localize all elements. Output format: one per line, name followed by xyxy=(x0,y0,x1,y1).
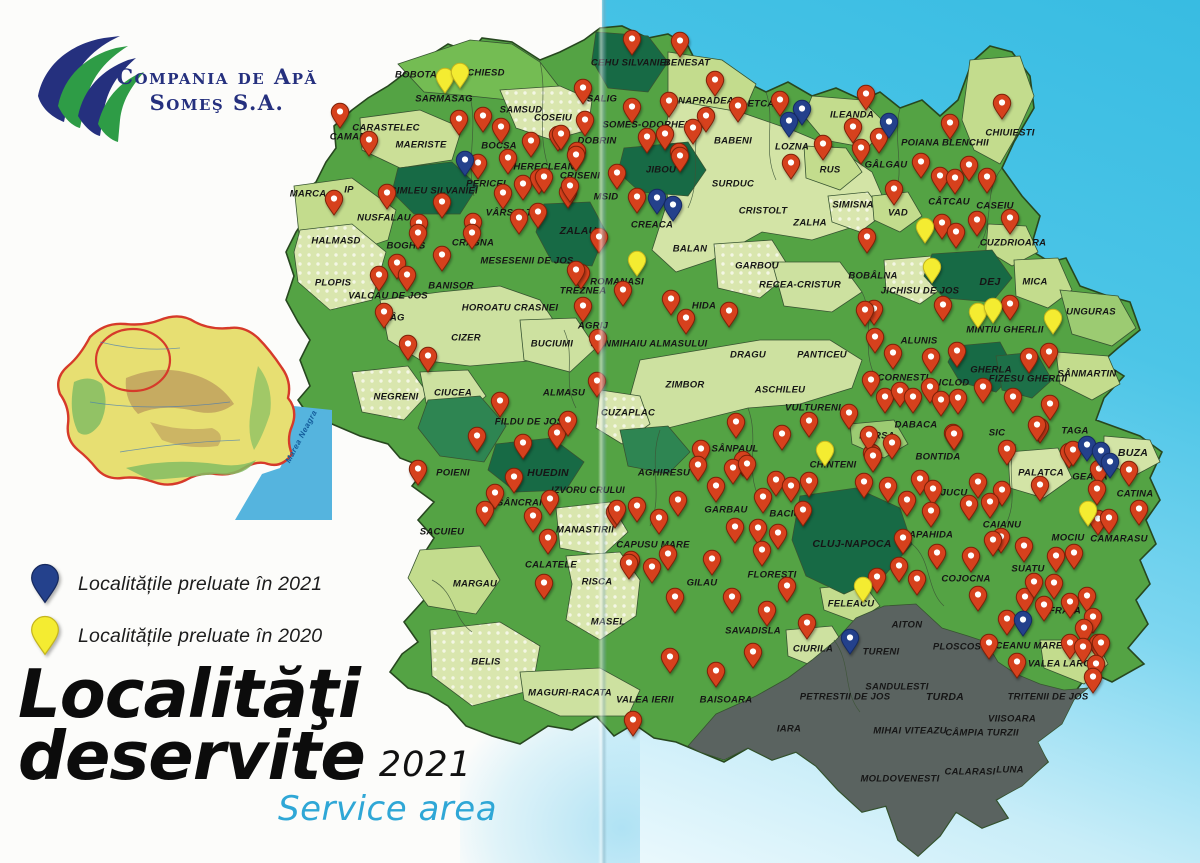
map-borders xyxy=(431,61,1017,713)
romania-inset-map: Marea Neagra xyxy=(30,282,332,520)
title-line1: Localităţi xyxy=(18,655,361,733)
logo-line2: Someş S.A. xyxy=(149,90,285,116)
legend: Localitățile preluate în 2021 Localități… xyxy=(28,558,448,662)
legend-label-2020: Localitățile preluate în 2020 xyxy=(78,624,323,647)
logo-line1: Compania de Apă xyxy=(116,64,318,89)
company-logo: Compania de Apă Someş S.A. xyxy=(24,26,324,176)
title-year: 2021 xyxy=(378,745,472,786)
title-line2: deservite xyxy=(18,716,366,795)
legend-label-2021: Localitățile preluate în 2021 xyxy=(78,572,323,595)
service-region-highlight xyxy=(94,327,172,393)
page-fold xyxy=(598,0,607,863)
title-block: Localităţi deservite 2021 Service area xyxy=(18,655,538,830)
blue-pin-icon xyxy=(28,561,62,607)
title-subtitle: Service area xyxy=(278,789,498,830)
legend-row-2020: Localitățile preluate în 2020 xyxy=(28,610,448,662)
legend-row-2021: Localitățile preluate în 2021 xyxy=(28,558,448,610)
yellow-pin-icon xyxy=(28,613,62,659)
logo-swoosh-icon xyxy=(38,36,144,142)
